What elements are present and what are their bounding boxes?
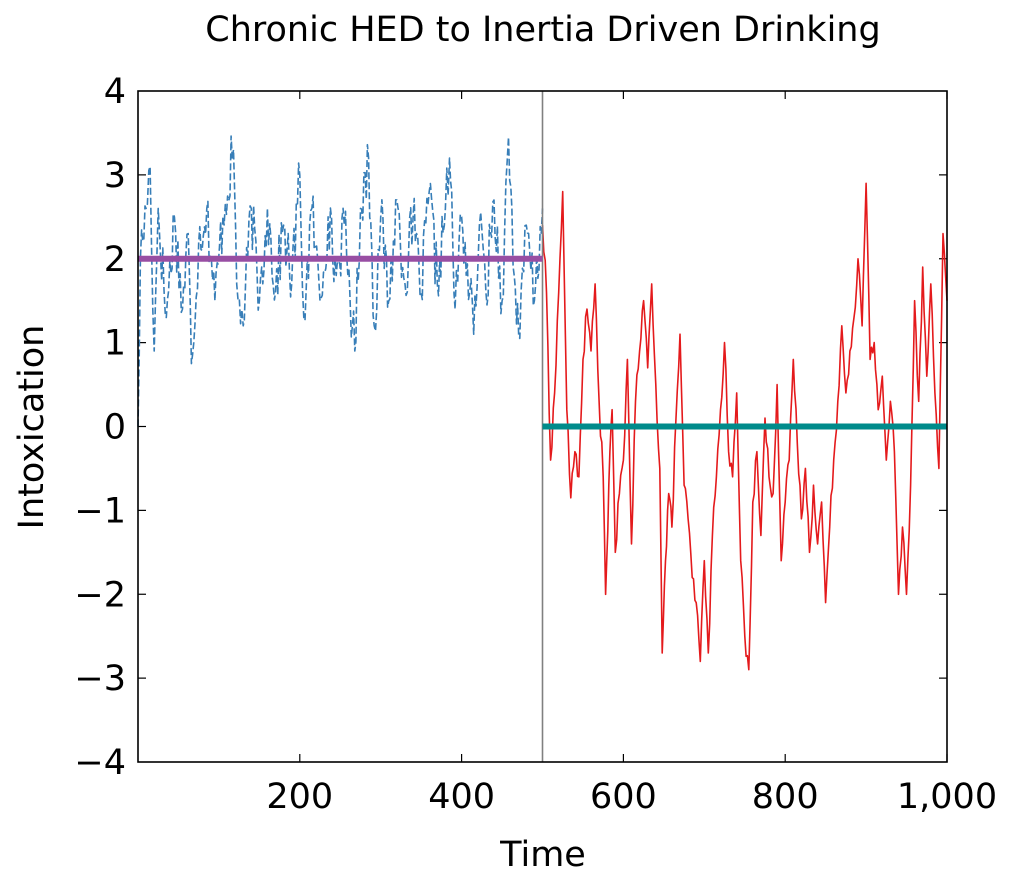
- y-tick-label: 0: [104, 408, 126, 448]
- y-tick-label: 3: [104, 156, 126, 196]
- y-tick-label: 2: [104, 240, 126, 280]
- x-axis-label: Time: [499, 835, 586, 875]
- x-tick-label: 200: [266, 777, 333, 817]
- y-axis-label: Intoxication: [12, 325, 52, 530]
- x-tick-label: 400: [428, 777, 495, 817]
- x-tick-label: 600: [590, 777, 657, 817]
- y-tick-label: 1: [104, 324, 126, 364]
- y-tick-label: −3: [74, 659, 126, 699]
- series-line-dashed: [137, 135, 544, 427]
- chart-title: Chronic HED to Inertia Driven Drinking: [205, 10, 880, 50]
- x-tick-label: 800: [752, 777, 819, 817]
- series-line-solid: [541, 182, 948, 671]
- plot-series: [137, 135, 948, 671]
- y-tick-label: −1: [74, 491, 126, 531]
- axis-ticks: 200 400 600 800 1,000 −4 −3 −2 −1 0 1 2 3 4: [74, 72, 997, 817]
- y-tick-label: 4: [104, 72, 126, 112]
- y-tick-label: −2: [74, 575, 126, 615]
- plot-area-frame: [137, 90, 948, 763]
- y-tick-label: −4: [74, 743, 126, 783]
- x-tick-label: 1,000: [897, 777, 997, 817]
- mean-lines: [138, 255, 947, 430]
